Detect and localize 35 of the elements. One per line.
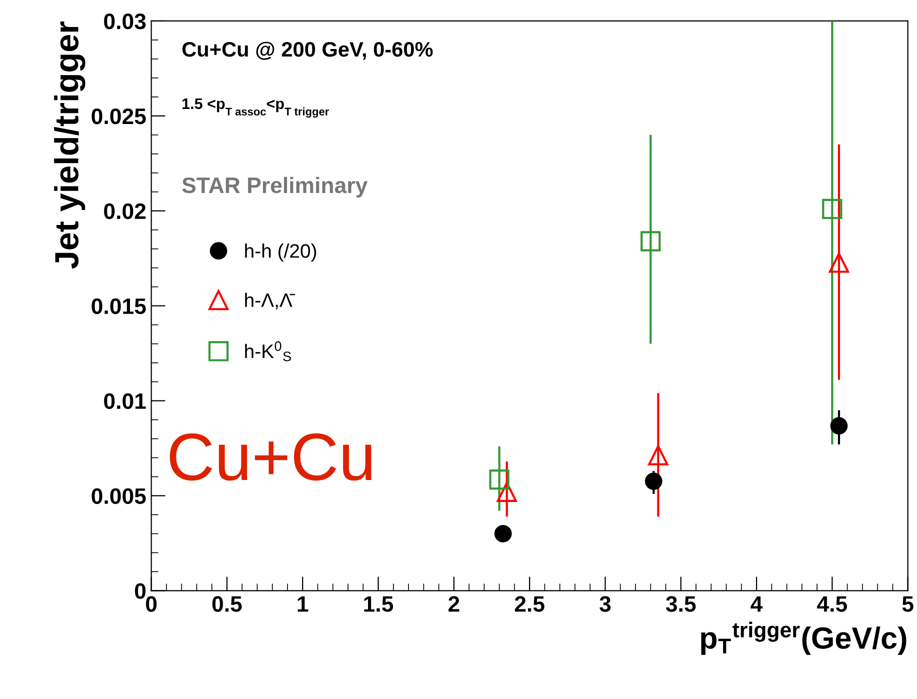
annotation: Cu+Cu @ 200 GeV, 0-60% (182, 42, 433, 60)
x-tick-label: 5 (902, 596, 914, 612)
x-tick-label: 0 (146, 596, 157, 612)
y-tick-label: 0 (134, 583, 146, 599)
y-tick-label: 0.025 (92, 108, 146, 124)
x-tick-label: 1.5 (364, 596, 394, 612)
x-tick-label: 0.5 (212, 596, 242, 612)
y-tick-label: 0.03 (104, 14, 146, 30)
point (494, 525, 512, 542)
legend-label: h-Λ,Λ̄ (245, 292, 296, 310)
point (648, 445, 668, 466)
x-tick-label: 1 (298, 596, 308, 612)
x-tick-label: 2.5 (514, 596, 544, 612)
x-tick-label: 4.5 (817, 596, 848, 612)
point (644, 472, 662, 490)
x-tick-label: 2 (448, 596, 460, 612)
x-tick-label: 4 (750, 596, 763, 612)
annotation: STAR Preliminary (182, 176, 368, 198)
legend-label: h-K$^{0}$$_{S}$ (245, 341, 291, 362)
x-tick-label: 3.5 (666, 596, 696, 612)
x-axis-title: p$_{T}$$^{trigger}$(GeV/c) (701, 622, 906, 655)
point (822, 198, 842, 220)
y-tick-label: 0.01 (104, 393, 146, 410)
legend-label: h-h (/20) (245, 244, 316, 262)
y-axis-title: Jet yield/trigger (54, 21, 86, 269)
point (496, 482, 517, 502)
point (640, 231, 661, 252)
point (830, 417, 848, 435)
y-tick-label: 0.005 (92, 488, 146, 504)
point (828, 252, 850, 273)
x-tick-label: 3 (600, 596, 611, 612)
point (489, 469, 510, 490)
annotation: Cu+Cu (170, 433, 372, 481)
y-tick-label: 0.02 (104, 203, 146, 220)
y-tick-label: 0.015 (92, 298, 146, 314)
